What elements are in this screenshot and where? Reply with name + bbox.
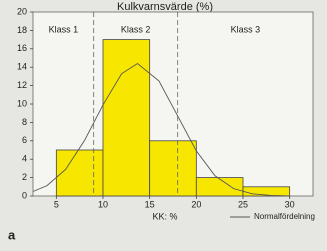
class-label: Klass 2 (121, 24, 151, 34)
x-axis-label: KK: % (152, 211, 177, 221)
x-tick-label: 20 (191, 199, 201, 209)
y-tick-label: 4 (22, 154, 27, 164)
x-tick-label: 25 (238, 199, 248, 209)
x-tick-label: 15 (145, 199, 155, 209)
y-tick-label: 10 (17, 98, 27, 108)
bar (195, 177, 244, 197)
chart-title: Kulkvarnsvärde (%) (117, 1, 213, 13)
normal-curve (32, 62, 290, 197)
y-tick-label: 6 (22, 135, 27, 145)
bar (149, 140, 197, 197)
bar (55, 149, 104, 197)
class-label: Klass 3 (231, 24, 261, 34)
y-tick-label: 8 (22, 117, 27, 127)
x-tick-label: 5 (54, 199, 59, 209)
y-tick-label: 0 (22, 190, 27, 200)
x-tick-label: 30 (285, 199, 295, 209)
legend-label: Normalfördelning (254, 212, 315, 221)
y-tick-label: 16 (17, 43, 27, 53)
y-tick-label: 18 (17, 25, 27, 35)
bar (102, 39, 151, 197)
y-tick-label: 20 (17, 6, 27, 16)
y-tick-label: 2 (22, 172, 27, 182)
x-tick-label: 10 (98, 199, 108, 209)
class-label: Klass 1 (49, 24, 79, 34)
y-tick-label: 12 (17, 80, 27, 90)
panel-label: a (8, 227, 16, 242)
y-tick-label: 14 (17, 62, 27, 72)
